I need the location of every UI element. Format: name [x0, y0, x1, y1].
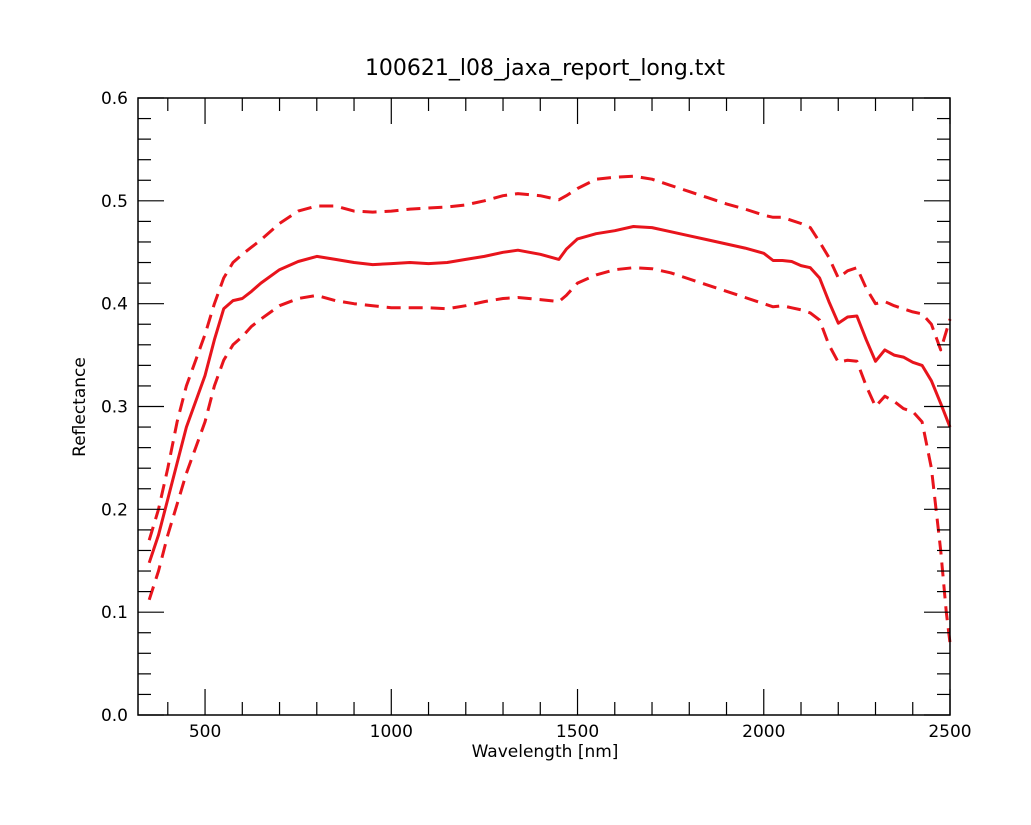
- plot-area: [147, 174, 952, 644]
- plot-frame: [137, 97, 951, 716]
- x-axis-label: Wavelength [nm]: [472, 742, 619, 762]
- axis-tick-labels: 500 1000 1500 2000 2500 0.0 0.1 0.2 0.3 0.4 0.5 0.6: [101, 89, 972, 742]
- series-line-solid: [147, 225, 952, 564]
- y-tick-label: 0.6: [101, 89, 128, 109]
- series-line-dashed: [147, 174, 952, 541]
- x-tick-label: 500: [189, 722, 221, 742]
- y-tick-label: 0.2: [101, 500, 128, 520]
- x-tick-label: 2000: [742, 722, 785, 742]
- y-axis-label: Reflectance: [70, 357, 90, 457]
- y-tick-label: 0.3: [101, 398, 128, 418]
- y-tick-label: 0.1: [101, 603, 128, 623]
- y-tick-label: 0.0: [101, 706, 128, 726]
- x-tick-label: 2500: [928, 722, 971, 742]
- x-tick-label: 1500: [556, 722, 599, 742]
- series-line-dashed: [147, 266, 952, 644]
- y-tick-label: 0.5: [101, 192, 128, 212]
- y-tick-label: 0.4: [101, 295, 128, 315]
- chart-title: 100621_l08_jaxa_report_long.txt: [365, 56, 725, 81]
- x-tick-label: 1000: [370, 722, 413, 742]
- axis-ticks: [138, 97, 951, 716]
